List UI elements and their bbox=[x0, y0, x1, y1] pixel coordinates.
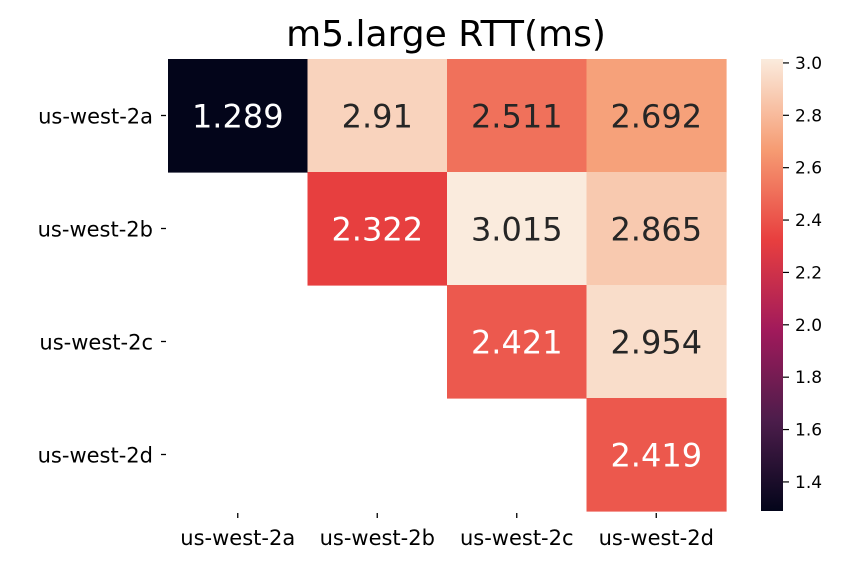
colorbar-tick-label: 2.2 bbox=[795, 263, 822, 283]
cell-value-label: 2.954 bbox=[610, 324, 702, 362]
heatmap-cell bbox=[586, 59, 727, 173]
heatmap-cell bbox=[447, 172, 588, 286]
row-tick-label: us-west-2a bbox=[38, 105, 153, 129]
colorbar-tick-label: 1.6 bbox=[795, 421, 822, 441]
heatmap-cell bbox=[586, 285, 727, 399]
heatmap-cells: 1.289 2.91 2.511 2.692 2.322 3.015 2.865 2.421 2… bbox=[168, 59, 727, 512]
heatmap-cell bbox=[168, 59, 309, 173]
cell-value-label: 1.289 bbox=[192, 98, 284, 136]
colorbar-tick-label: 2.8 bbox=[795, 106, 822, 126]
cell-value-label: 2.91 bbox=[342, 98, 413, 136]
heatmap-cell bbox=[586, 172, 727, 286]
chart-title: m5.large RTT(ms) bbox=[286, 14, 606, 55]
heatmap-cell bbox=[307, 172, 448, 286]
colorbar-tick-label: 2.6 bbox=[795, 159, 822, 179]
row-tick-labels: us-west-2a us-west-2b us-west-2c us-west-2d bbox=[38, 105, 166, 468]
cell-value-label: 2.865 bbox=[610, 211, 702, 249]
colorbar-tick-label: 1.4 bbox=[795, 473, 822, 493]
column-tick-labels: us-west-2a us-west-2b us-west-2c us-west-2d bbox=[180, 513, 714, 550]
row-tick-label: us-west-2c bbox=[39, 331, 153, 355]
cell-value-label: 3.015 bbox=[471, 211, 563, 249]
colorbar-tick-label: 2.0 bbox=[795, 316, 822, 336]
column-tick-label: us-west-2a bbox=[180, 526, 295, 550]
colorbar-tick-label: 3.0 bbox=[795, 54, 822, 74]
cell-value-label: 2.692 bbox=[610, 98, 702, 136]
cell-value-label: 2.419 bbox=[610, 437, 702, 475]
column-tick-label: us-west-2b bbox=[320, 526, 435, 550]
column-tick-label: us-west-2c bbox=[460, 526, 574, 550]
heatmap-cell bbox=[307, 59, 448, 173]
colorbar: 1.4 1.6 1.8 2.0 2.2 2.4 2.6 2.8 3.0 bbox=[761, 54, 822, 511]
heatmap-cell bbox=[586, 398, 727, 512]
row-tick-label: us-west-2b bbox=[38, 218, 153, 242]
heatmap-cell bbox=[447, 285, 588, 399]
cell-value-label: 2.421 bbox=[471, 324, 563, 362]
column-tick-label: us-west-2d bbox=[599, 526, 714, 550]
colorbar-gradient bbox=[761, 59, 783, 511]
heatmap-cell bbox=[447, 59, 588, 173]
colorbar-tick-label: 2.4 bbox=[795, 211, 822, 231]
cell-value-label: 2.322 bbox=[331, 211, 423, 249]
row-tick-label: us-west-2d bbox=[38, 444, 153, 468]
colorbar-tick-label: 1.8 bbox=[795, 368, 822, 388]
cell-value-label: 2.511 bbox=[471, 98, 563, 136]
